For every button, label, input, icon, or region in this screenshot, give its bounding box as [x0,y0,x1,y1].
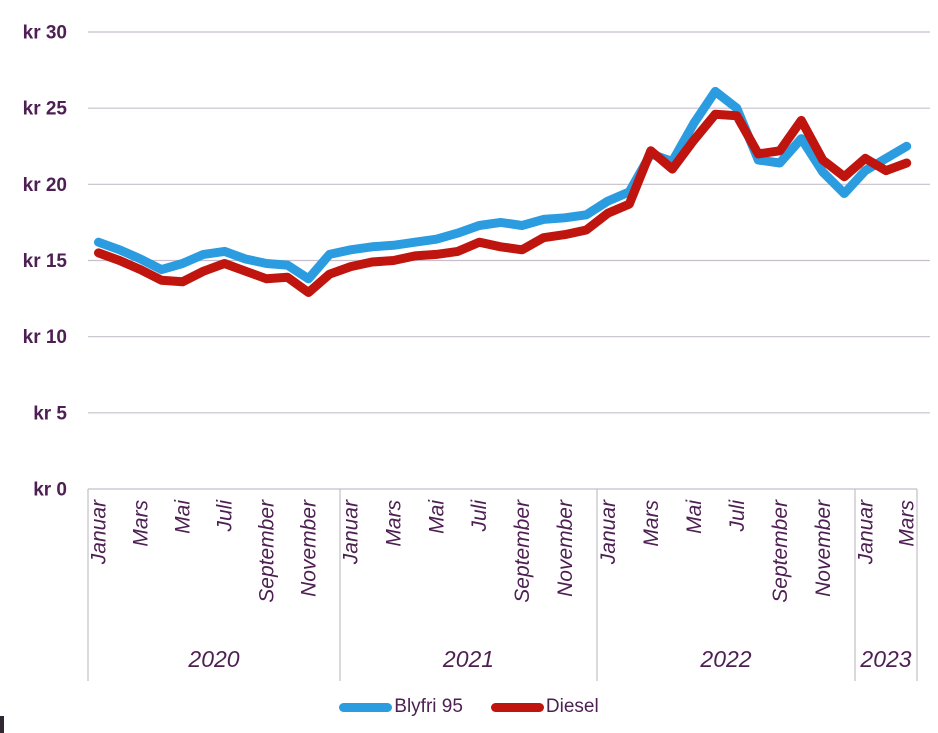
x-tick-label: September [511,499,534,603]
x-tick-label: September [256,499,279,603]
y-axis-tick-label: kr 0 [33,480,67,501]
x-tick-label: November [812,499,835,597]
y-axis-tick-label: kr 15 [23,251,68,272]
price-chart-svg: kr 0 kr 5 kr 10 kr 15 kr 20 kr 25 kr 30 Januar M… [23,23,930,681]
x-tick-label: Mai [425,499,448,534]
year-label: 2022 [699,646,751,672]
legend-item-blyfri95: Blyfri 95 [339,696,463,718]
x-tick-label: Mars [640,500,663,547]
x-tick-label: Juli [468,499,491,533]
corner-artifact [0,716,4,733]
series-line-blyfri-95 [94,86,912,284]
x-tick-label: Juli [726,499,749,533]
legend-label-blyfri95: Blyfri 95 [394,696,463,717]
x-tick-label: November [298,499,321,597]
y-axis-tick-label: kr 10 [23,327,67,348]
year-label: 2023 [859,646,911,672]
x-tick-label: Mars [130,500,153,547]
x-tick-label: Januar [854,499,877,565]
x-tick-label: Mars [383,500,406,547]
x-tick-label: Mai [683,499,706,534]
legend-swatch-blyfri95 [339,702,393,712]
year-label: 2020 [187,646,239,672]
legend-label-diesel: Diesel [545,696,599,717]
y-axis-tick-label: kr 5 [33,403,67,424]
x-tick-label: Januar [597,499,620,565]
x-tick-label: Mai [172,499,195,534]
year-label: 2021 [442,646,494,672]
legend-swatch-diesel [490,702,544,712]
y-axis-tick-label: kr 20 [23,175,67,196]
x-tick-label: September [769,499,792,603]
x-tick-label: Juli [214,499,237,533]
x-tick-label: Mars [896,500,919,547]
x-tick-label: Januar [88,499,111,565]
x-tick-label: Januar [340,499,363,565]
x-tick-label: November [554,499,577,597]
chart-legend: Blyfri 95 Diesel [0,690,938,724]
y-axis-tick-label: kr 30 [23,23,67,44]
series-line-diesel [94,109,912,297]
legend-item-diesel: Diesel [490,696,599,718]
y-axis-tick-label: kr 25 [23,99,68,120]
